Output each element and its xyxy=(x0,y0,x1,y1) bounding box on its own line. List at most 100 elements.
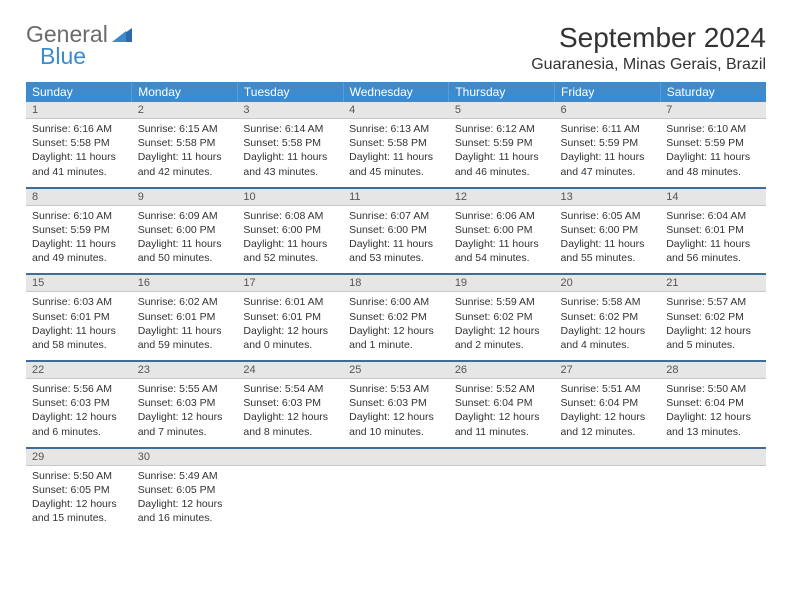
day-number: 9 xyxy=(132,188,238,206)
day-number: 30 xyxy=(132,448,238,466)
sunset-text: Sunset: 6:00 PM xyxy=(243,223,337,237)
day-cell: Sunrise: 5:51 AMSunset: 6:04 PMDaylight:… xyxy=(555,379,661,448)
sunrise-text: Sunrise: 6:10 AM xyxy=(666,122,760,136)
daylight-line2: and 49 minutes. xyxy=(32,251,126,265)
day-number xyxy=(555,448,661,466)
day-cell: Sunrise: 5:50 AMSunset: 6:05 PMDaylight:… xyxy=(26,465,132,533)
day-number: 13 xyxy=(555,188,661,206)
sunrise-text: Sunrise: 6:05 AM xyxy=(561,209,655,223)
day-cell: Sunrise: 5:49 AMSunset: 6:05 PMDaylight:… xyxy=(132,465,238,533)
day-number-row: 1234567 xyxy=(26,102,766,119)
daylight-line1: Daylight: 12 hours xyxy=(243,410,337,424)
day-number: 21 xyxy=(660,274,766,292)
day-content-row: Sunrise: 6:16 AMSunset: 5:58 PMDaylight:… xyxy=(26,119,766,188)
dow-tuesday: Tuesday xyxy=(237,82,343,102)
sunset-text: Sunset: 5:59 PM xyxy=(666,136,760,150)
logo-word-blue: Blue xyxy=(40,44,86,68)
day-number: 24 xyxy=(237,361,343,379)
daylight-line1: Daylight: 12 hours xyxy=(349,324,443,338)
day-cell: Sunrise: 5:54 AMSunset: 6:03 PMDaylight:… xyxy=(237,379,343,448)
daylight-line1: Daylight: 12 hours xyxy=(32,497,126,511)
day-cell: Sunrise: 6:04 AMSunset: 6:01 PMDaylight:… xyxy=(660,205,766,274)
sunset-text: Sunset: 5:59 PM xyxy=(32,223,126,237)
day-content-row: Sunrise: 6:10 AMSunset: 5:59 PMDaylight:… xyxy=(26,205,766,274)
sunset-text: Sunset: 6:05 PM xyxy=(138,483,232,497)
daylight-line1: Daylight: 11 hours xyxy=(138,237,232,251)
daylight-line1: Daylight: 12 hours xyxy=(455,324,549,338)
day-number: 2 xyxy=(132,102,238,119)
day-cell: Sunrise: 5:52 AMSunset: 6:04 PMDaylight:… xyxy=(449,379,555,448)
sunset-text: Sunset: 5:58 PM xyxy=(349,136,443,150)
logo: General Blue xyxy=(26,22,132,68)
day-number xyxy=(343,448,449,466)
daylight-line1: Daylight: 11 hours xyxy=(243,237,337,251)
day-cell xyxy=(449,465,555,533)
day-number: 17 xyxy=(237,274,343,292)
daylight-line2: and 53 minutes. xyxy=(349,251,443,265)
daylight-line1: Daylight: 11 hours xyxy=(561,150,655,164)
sunset-text: Sunset: 6:05 PM xyxy=(32,483,126,497)
daylight-line1: Daylight: 11 hours xyxy=(666,237,760,251)
sunset-text: Sunset: 6:01 PM xyxy=(32,310,126,324)
location-text: Guaranesia, Minas Gerais, Brazil xyxy=(531,56,766,74)
sunrise-text: Sunrise: 5:56 AM xyxy=(32,382,126,396)
daylight-line2: and 43 minutes. xyxy=(243,165,337,179)
day-cell: Sunrise: 5:56 AMSunset: 6:03 PMDaylight:… xyxy=(26,379,132,448)
daylight-line1: Daylight: 11 hours xyxy=(32,324,126,338)
sunset-text: Sunset: 6:02 PM xyxy=(561,310,655,324)
daylight-line2: and 2 minutes. xyxy=(455,338,549,352)
day-number: 7 xyxy=(660,102,766,119)
day-number: 8 xyxy=(26,188,132,206)
sunset-text: Sunset: 6:04 PM xyxy=(561,396,655,410)
day-cell: Sunrise: 6:08 AMSunset: 6:00 PMDaylight:… xyxy=(237,205,343,274)
day-cell: Sunrise: 6:11 AMSunset: 5:59 PMDaylight:… xyxy=(555,119,661,188)
sunset-text: Sunset: 6:01 PM xyxy=(243,310,337,324)
title-block: September 2024 Guaranesia, Minas Gerais,… xyxy=(531,22,766,74)
day-number: 15 xyxy=(26,274,132,292)
sunrise-text: Sunrise: 5:49 AM xyxy=(138,469,232,483)
sunset-text: Sunset: 6:02 PM xyxy=(455,310,549,324)
day-number: 28 xyxy=(660,361,766,379)
sunset-text: Sunset: 6:00 PM xyxy=(138,223,232,237)
sunrise-text: Sunrise: 6:07 AM xyxy=(349,209,443,223)
daylight-line2: and 13 minutes. xyxy=(666,425,760,439)
sunset-text: Sunset: 6:03 PM xyxy=(32,396,126,410)
day-cell: Sunrise: 6:07 AMSunset: 6:00 PMDaylight:… xyxy=(343,205,449,274)
daylight-line1: Daylight: 12 hours xyxy=(666,410,760,424)
daylight-line2: and 47 minutes. xyxy=(561,165,655,179)
sunrise-text: Sunrise: 6:12 AM xyxy=(455,122,549,136)
sunset-text: Sunset: 6:02 PM xyxy=(349,310,443,324)
daylight-line1: Daylight: 12 hours xyxy=(138,410,232,424)
sunset-text: Sunset: 6:04 PM xyxy=(666,396,760,410)
day-cell: Sunrise: 5:57 AMSunset: 6:02 PMDaylight:… xyxy=(660,292,766,361)
daylight-line2: and 6 minutes. xyxy=(32,425,126,439)
sunrise-text: Sunrise: 6:15 AM xyxy=(138,122,232,136)
day-cell: Sunrise: 5:50 AMSunset: 6:04 PMDaylight:… xyxy=(660,379,766,448)
daylight-line2: and 59 minutes. xyxy=(138,338,232,352)
daylight-line2: and 5 minutes. xyxy=(666,338,760,352)
daylight-line2: and 50 minutes. xyxy=(138,251,232,265)
daylight-line2: and 10 minutes. xyxy=(349,425,443,439)
daylight-line1: Daylight: 11 hours xyxy=(138,324,232,338)
dow-wednesday: Wednesday xyxy=(343,82,449,102)
sunrise-text: Sunrise: 6:00 AM xyxy=(349,295,443,309)
sunrise-text: Sunrise: 5:52 AM xyxy=(455,382,549,396)
daylight-line2: and 46 minutes. xyxy=(455,165,549,179)
calendar-body: 1234567Sunrise: 6:16 AMSunset: 5:58 PMDa… xyxy=(26,102,766,533)
sunrise-text: Sunrise: 6:11 AM xyxy=(561,122,655,136)
daylight-line1: Daylight: 11 hours xyxy=(349,237,443,251)
sunrise-text: Sunrise: 5:51 AM xyxy=(561,382,655,396)
daylight-line2: and 41 minutes. xyxy=(32,165,126,179)
daylight-line1: Daylight: 11 hours xyxy=(349,150,443,164)
day-cell: Sunrise: 6:13 AMSunset: 5:58 PMDaylight:… xyxy=(343,119,449,188)
daylight-line2: and 12 minutes. xyxy=(561,425,655,439)
sunrise-text: Sunrise: 6:08 AM xyxy=(243,209,337,223)
daylight-line1: Daylight: 11 hours xyxy=(455,150,549,164)
sunset-text: Sunset: 6:03 PM xyxy=(349,396,443,410)
daylight-line1: Daylight: 12 hours xyxy=(561,324,655,338)
day-cell: Sunrise: 6:03 AMSunset: 6:01 PMDaylight:… xyxy=(26,292,132,361)
month-title: September 2024 xyxy=(531,22,766,54)
daylight-line1: Daylight: 11 hours xyxy=(455,237,549,251)
daylight-line2: and 55 minutes. xyxy=(561,251,655,265)
sunset-text: Sunset: 5:59 PM xyxy=(561,136,655,150)
